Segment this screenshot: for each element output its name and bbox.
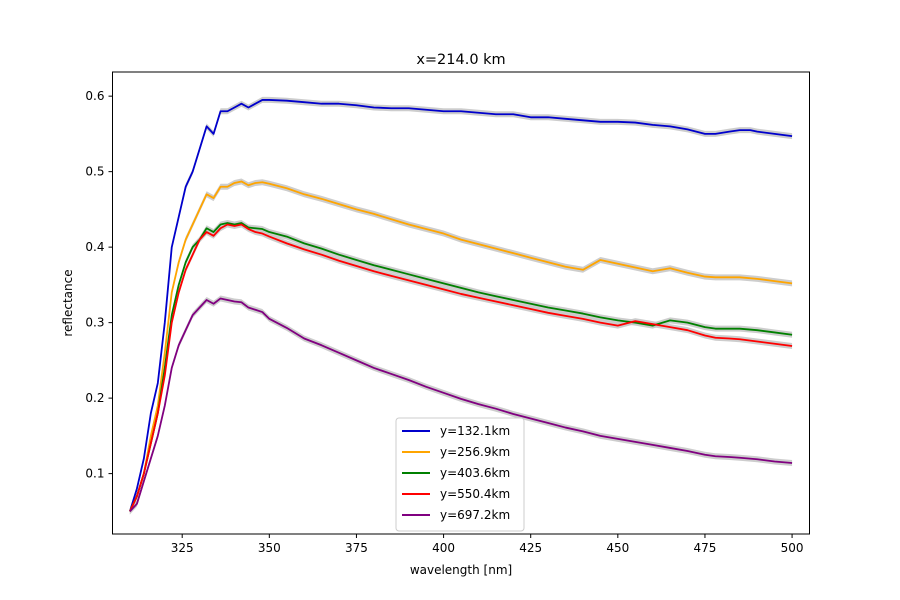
x-tick-label: 425 bbox=[519, 541, 542, 555]
x-axis-label: wavelength [nm] bbox=[410, 563, 512, 577]
y-axis-label: reflectance bbox=[61, 269, 75, 336]
legend: y=132.1km y=256.9km y=403.6km y=550.4km y=69… bbox=[395, 417, 525, 532]
x-tick-label: 400 bbox=[432, 541, 455, 555]
chart-title: x=214.0 km bbox=[416, 52, 505, 68]
series-line-4 bbox=[129, 223, 793, 512]
series-line-1 bbox=[129, 99, 793, 512]
y-tick-label: 0.1 bbox=[85, 467, 104, 481]
series-line-2 bbox=[129, 180, 793, 512]
x-tick-label: 500 bbox=[781, 541, 804, 555]
y-tick-label: 0.3 bbox=[85, 316, 104, 330]
legend-label-3: y=403.6km bbox=[440, 466, 510, 480]
series-line-5 bbox=[129, 297, 793, 512]
x-tick-label: 475 bbox=[693, 541, 716, 555]
legend-label-1: y=132.1km bbox=[440, 424, 510, 438]
plot-area bbox=[112, 71, 810, 535]
x-axis: 325 350 375 400 425 450 475 500 bbox=[171, 534, 804, 555]
y-axis: 0.1 0.2 0.3 0.4 0.5 0.6 bbox=[85, 89, 113, 481]
series-lines bbox=[129, 99, 793, 512]
legend-label-5: y=697.2km bbox=[440, 508, 510, 522]
y-tick-label: 0.4 bbox=[85, 240, 104, 254]
x-tick-label: 450 bbox=[606, 541, 629, 555]
y-tick-label: 0.5 bbox=[85, 165, 104, 179]
legend-box bbox=[395, 417, 525, 532]
series-line-3 bbox=[129, 222, 793, 512]
legend-label-4: y=550.4km bbox=[440, 487, 510, 501]
x-tick-label: 325 bbox=[171, 541, 194, 555]
legend-label-2: y=256.9km bbox=[440, 445, 510, 459]
y-tick-label: 0.6 bbox=[85, 89, 104, 103]
y-tick-label: 0.2 bbox=[85, 391, 104, 405]
x-tick-label: 350 bbox=[258, 541, 281, 555]
x-tick-label: 375 bbox=[345, 541, 368, 555]
